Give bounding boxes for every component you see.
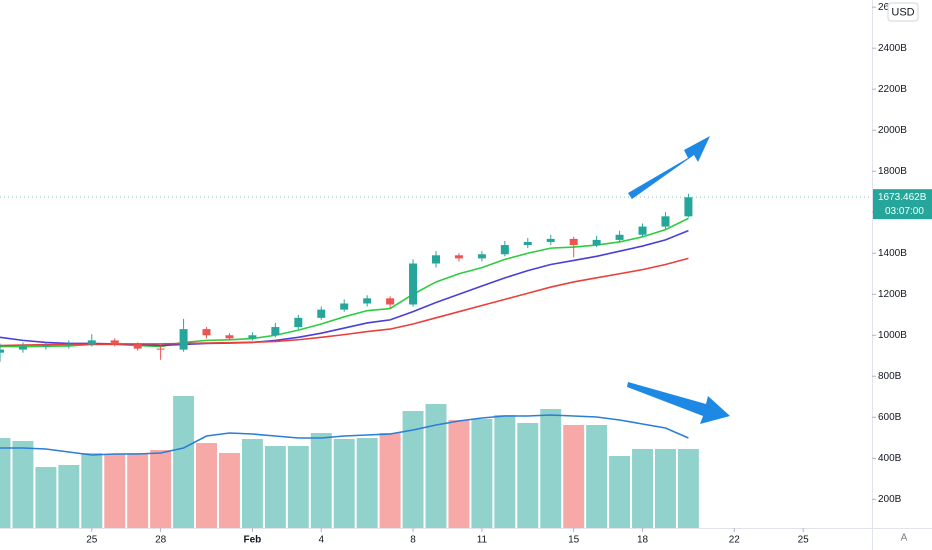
candle-body — [317, 309, 326, 318]
countdown: 03:07:00 — [885, 206, 924, 217]
y-tick-label: 200B — [878, 494, 902, 505]
last-price-box — [873, 189, 932, 220]
x-tick-label: 11 — [477, 535, 488, 546]
volume-bar — [12, 441, 34, 528]
volume-bar — [287, 446, 309, 528]
volume-bar — [494, 415, 516, 528]
last-price-label: 1673.462B — [878, 192, 927, 203]
candle-body — [409, 263, 418, 305]
volume-bar — [563, 425, 585, 528]
volume-bar — [609, 456, 631, 528]
candle-body — [225, 335, 234, 339]
volume-bar — [448, 420, 470, 528]
volume-bar — [632, 449, 653, 528]
candle-body — [661, 216, 670, 227]
candle-body — [156, 348, 165, 350]
y-tick-label: 400B — [878, 453, 902, 464]
volume-bar — [356, 438, 378, 528]
candle-body — [202, 329, 211, 336]
candle-body — [523, 241, 532, 246]
candle-body — [386, 298, 395, 305]
x-tick-label: 4 — [318, 535, 324, 546]
volume-bar — [425, 404, 447, 528]
volume-bar — [241, 439, 263, 528]
candle-body — [18, 346, 27, 350]
y-tick-label: 1000B — [878, 330, 907, 341]
x-tick-label: 18 — [637, 535, 649, 546]
candle-body — [0, 349, 4, 353]
volume-bar — [150, 450, 172, 528]
candle-body — [615, 234, 624, 240]
y-tick-label: 2400B — [878, 43, 907, 54]
candle-body — [110, 340, 119, 345]
volume-bar — [219, 453, 240, 528]
candle-body — [592, 239, 601, 246]
x-tick-label: 22 — [729, 535, 741, 546]
volume-bar — [173, 396, 195, 528]
y-tick-label: 800B — [878, 371, 902, 382]
candle-body — [294, 317, 303, 328]
y-tick-label: 1200B — [878, 289, 907, 300]
candle-body — [87, 340, 96, 345]
volume-bar — [379, 433, 401, 528]
volume-bar — [104, 454, 126, 528]
candle-body — [432, 255, 440, 264]
volume-bar — [333, 439, 355, 528]
x-tick-label: 25 — [86, 535, 98, 546]
volume-bar — [58, 465, 80, 528]
volume-bar — [402, 411, 424, 528]
candle-body — [133, 344, 142, 349]
candle-body — [477, 254, 486, 259]
candle-body — [363, 298, 372, 304]
volume-bar — [310, 433, 332, 528]
volume-bar — [264, 446, 286, 528]
volume-bar — [0, 438, 11, 528]
candle-body — [248, 335, 257, 339]
y-tick-label: 2000B — [878, 125, 907, 136]
candle-body — [454, 255, 463, 259]
candle-body — [500, 245, 509, 255]
candle-body — [546, 238, 555, 242]
volume-ma-line — [0, 414, 689, 456]
candle-body — [41, 345, 50, 347]
currency-box[interactable] — [887, 2, 919, 22]
volume-bar — [127, 453, 149, 528]
up-arrow — [628, 136, 710, 199]
y-tick-label: 1400B — [878, 248, 907, 259]
candle-body — [569, 238, 578, 246]
volume-bar — [655, 449, 676, 528]
candle-body — [64, 344, 73, 346]
x-tick-label: Feb — [244, 535, 262, 546]
x-tick-label: 15 — [568, 535, 580, 546]
volume-bar — [35, 467, 57, 528]
x-tick-label: 8 — [410, 535, 416, 546]
x-tick-label: 25 — [798, 535, 810, 546]
candle-body — [179, 329, 188, 350]
candle-body — [684, 197, 693, 217]
y-tick-label: 1800B — [878, 166, 907, 177]
volume-bar — [196, 443, 217, 528]
volume-bar — [471, 419, 493, 528]
x-tick-label: 28 — [155, 535, 167, 546]
candle-body — [340, 303, 349, 310]
y-tick-label: 600B — [878, 412, 902, 423]
volume-bar — [586, 425, 608, 528]
plot-layer: 200B400B600B800B1000B1200B1400B1600B1800… — [0, 2, 907, 546]
down-arrow — [627, 382, 730, 424]
candle-body — [638, 226, 647, 235]
y-tick-label: 2200B — [878, 84, 907, 95]
volume-bar — [540, 409, 562, 528]
currency: USD — [891, 6, 914, 18]
volume-bar — [81, 453, 103, 528]
candle-body — [271, 327, 280, 336]
scale-mode[interactable]: A — [901, 533, 908, 544]
volume-bar — [677, 449, 699, 528]
volume-bar — [517, 423, 539, 528]
